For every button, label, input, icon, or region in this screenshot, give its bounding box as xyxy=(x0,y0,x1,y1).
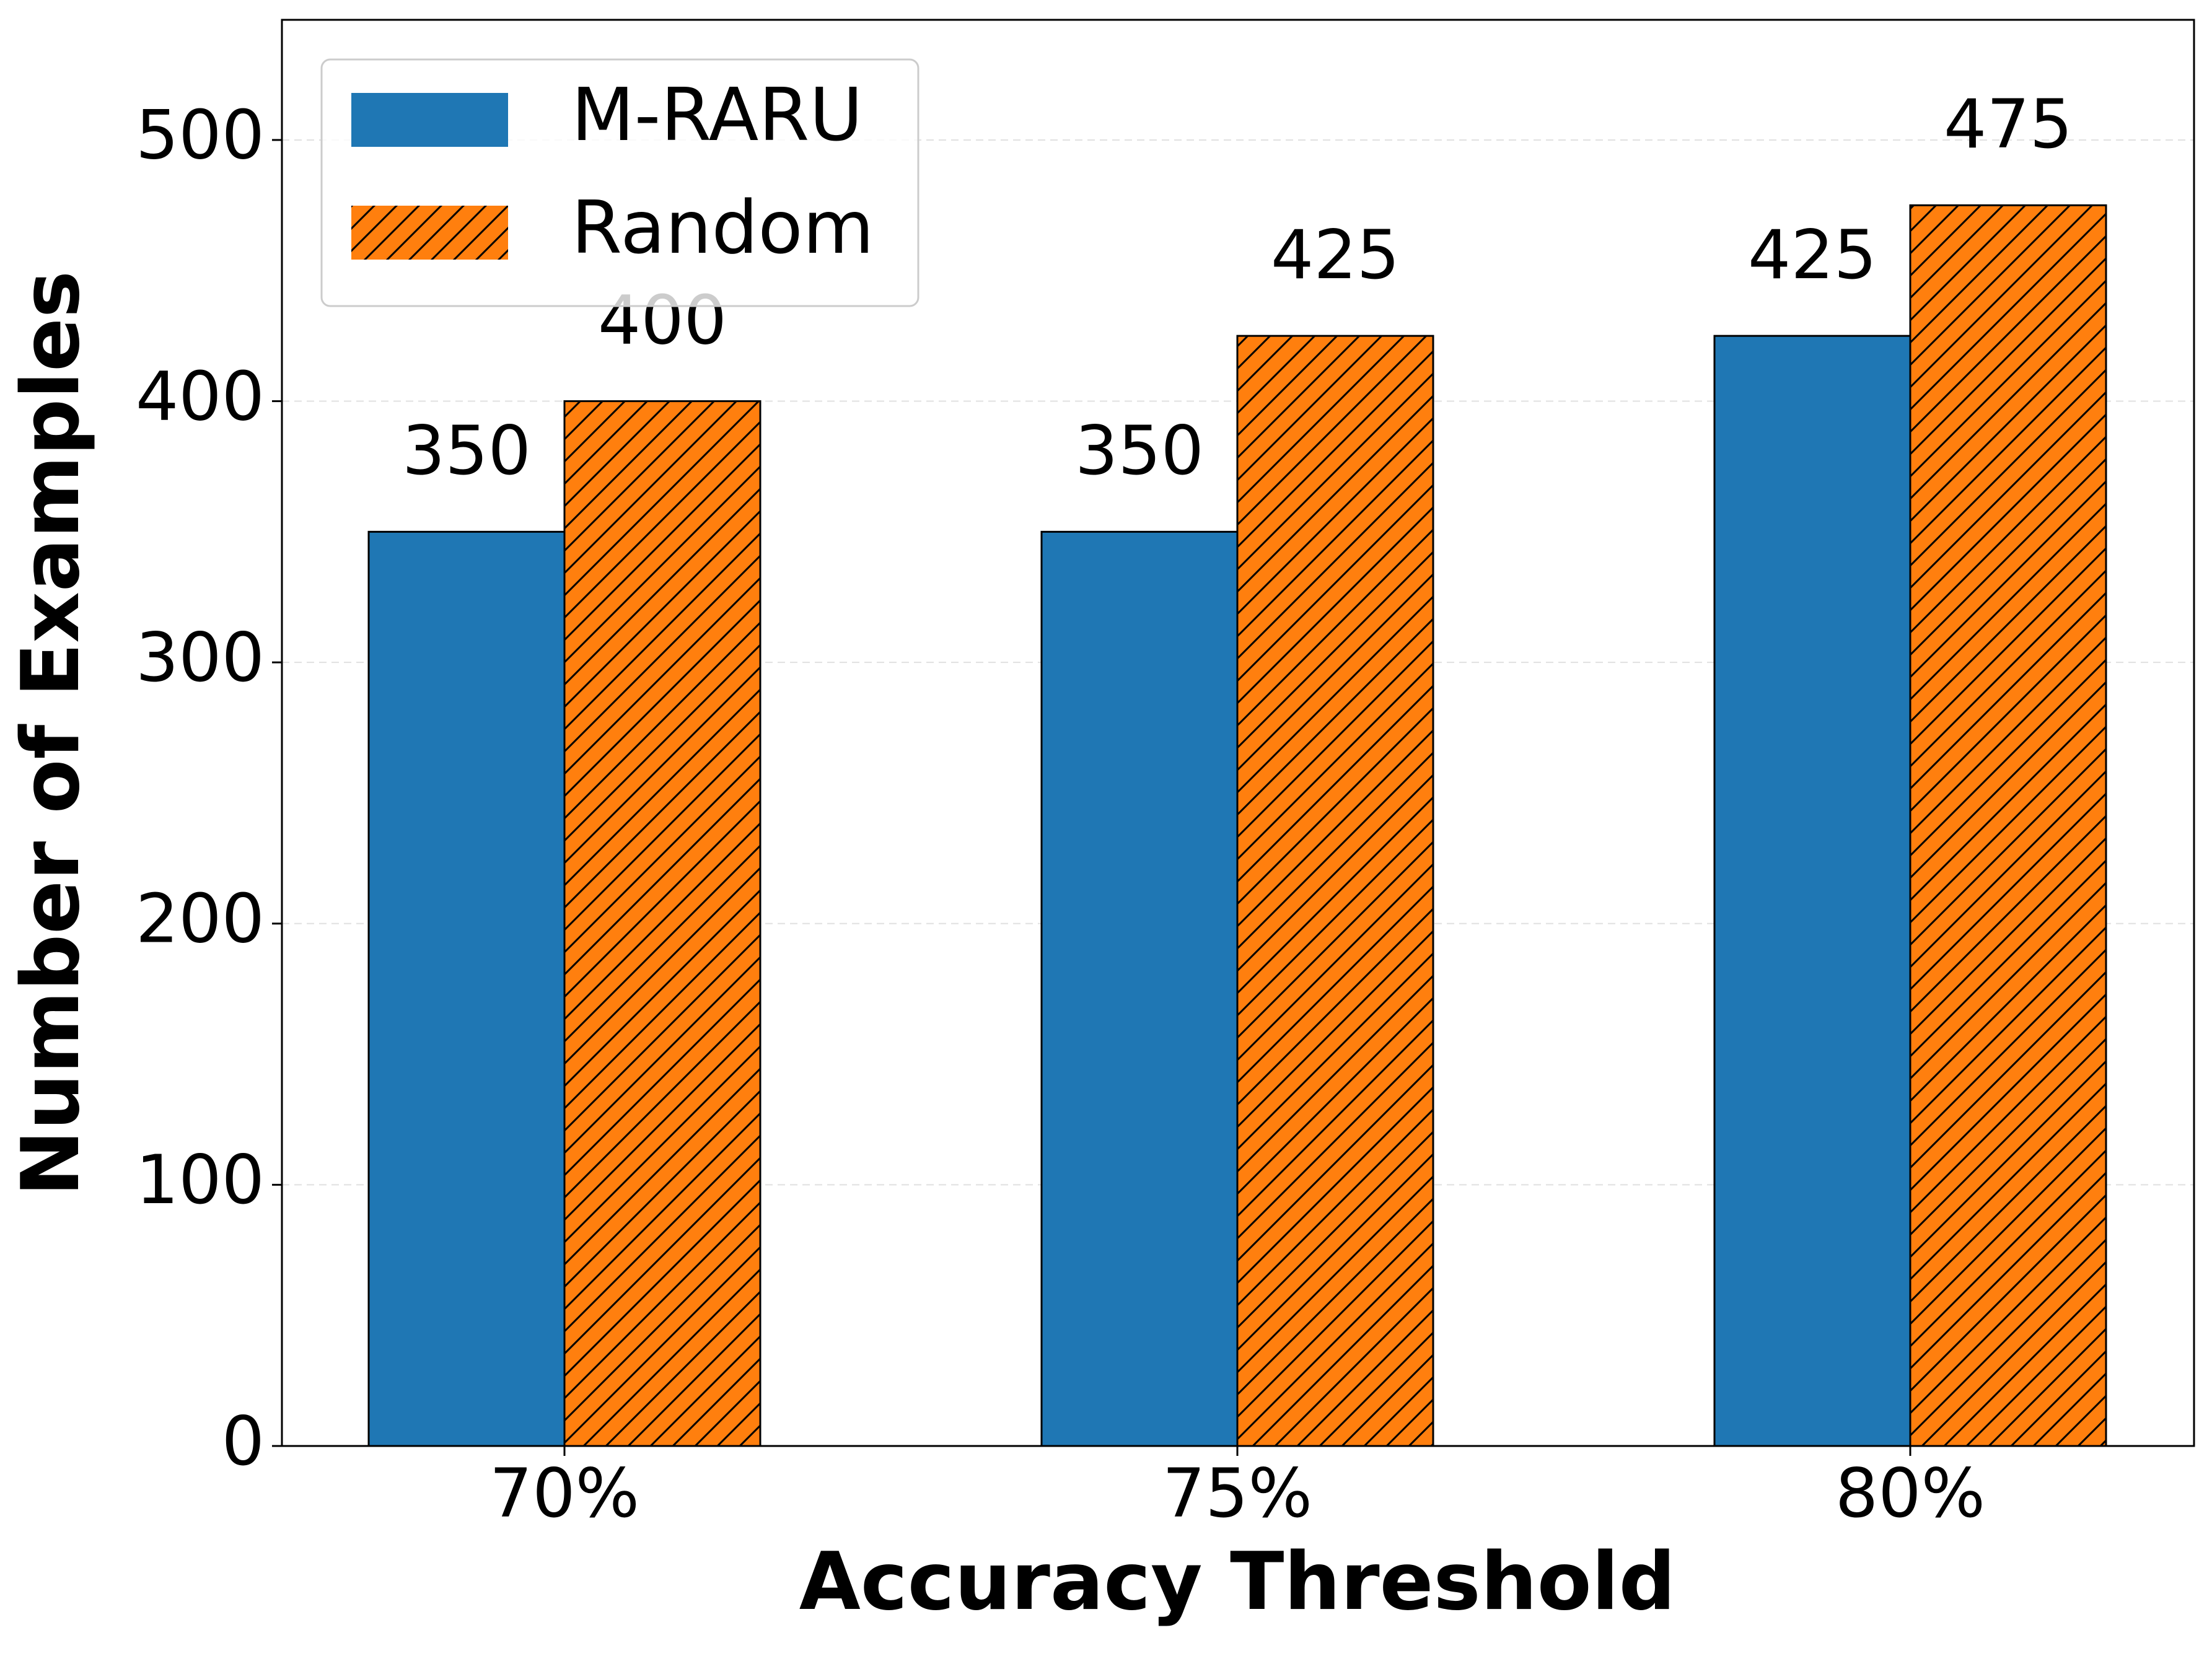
legend-swatch xyxy=(351,93,508,147)
x-axis-label: Accuracy Threshold xyxy=(799,1536,1675,1628)
y-tick-label: 200 xyxy=(136,880,265,958)
y-tick-label: 100 xyxy=(136,1141,265,1219)
bar xyxy=(563,400,761,1447)
legend-label: M-RARU xyxy=(571,72,863,157)
value-label: 475 xyxy=(1944,85,2073,164)
x-tick-label: 75% xyxy=(1162,1454,1312,1533)
bar xyxy=(1040,530,1239,1447)
y-axis-label: Number of Examples xyxy=(5,271,97,1196)
x-tick-label: 70% xyxy=(489,1454,639,1533)
legend-label: Random xyxy=(571,185,874,270)
bar xyxy=(1909,204,2107,1447)
value-label: 425 xyxy=(1748,216,1877,294)
x-tick-label: 80% xyxy=(1835,1454,1985,1533)
axes-frame xyxy=(281,19,2195,1447)
value-label: 425 xyxy=(1271,216,1400,294)
bar xyxy=(1236,335,1434,1447)
y-tick-label: 500 xyxy=(136,96,265,175)
value-label: 350 xyxy=(402,411,531,490)
bar xyxy=(367,530,566,1447)
y-tick-label: 400 xyxy=(136,357,265,436)
y-tick-label: 0 xyxy=(222,1402,265,1481)
legend-swatch xyxy=(351,206,508,260)
bar xyxy=(1713,335,1911,1447)
value-label: 350 xyxy=(1075,411,1204,490)
y-tick-label: 300 xyxy=(136,618,265,697)
